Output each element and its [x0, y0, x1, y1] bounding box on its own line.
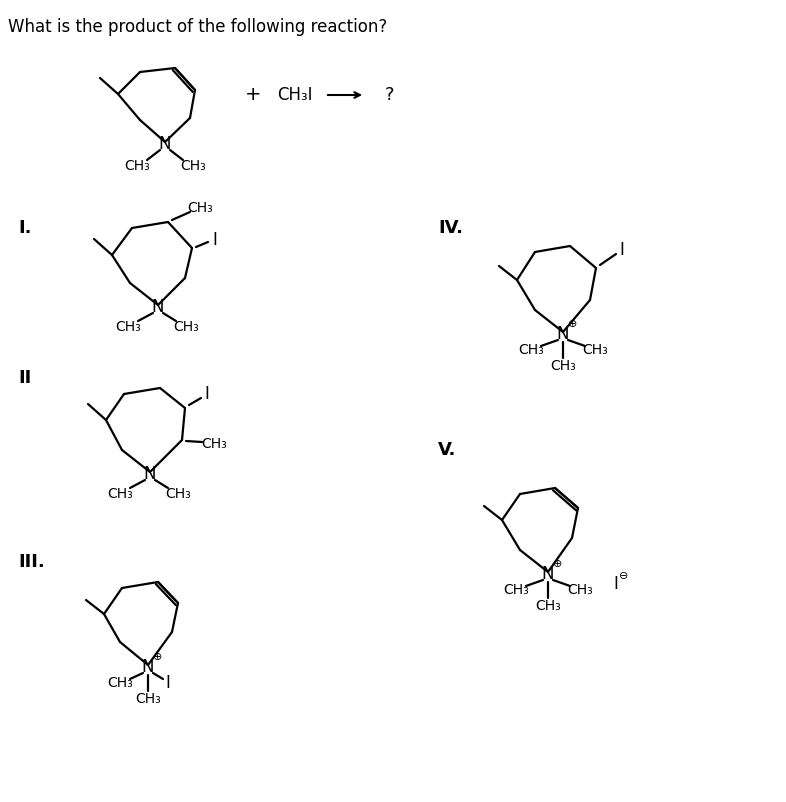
Text: CH₃: CH₃ [124, 159, 150, 173]
Text: I: I [619, 241, 624, 259]
Text: N: N [141, 658, 154, 676]
Text: II: II [18, 369, 31, 387]
Text: ⊕: ⊕ [568, 319, 578, 329]
Text: CH₃: CH₃ [107, 487, 133, 501]
Text: What is the product of the following reaction?: What is the product of the following rea… [8, 18, 387, 36]
Text: IV.: IV. [438, 219, 463, 237]
Text: CH₃: CH₃ [582, 343, 608, 357]
Text: ⊖: ⊖ [619, 571, 629, 581]
Text: CH₃: CH₃ [201, 437, 227, 451]
Text: CH₃I: CH₃I [277, 86, 313, 104]
Text: V.: V. [438, 441, 457, 459]
Text: N: N [542, 565, 554, 583]
Text: I: I [212, 231, 217, 249]
Text: N: N [152, 298, 164, 316]
Text: CH₃: CH₃ [165, 487, 191, 501]
Text: I: I [204, 385, 209, 403]
Text: N: N [144, 465, 156, 483]
Text: CH₃: CH₃ [550, 359, 576, 373]
Text: III.: III. [18, 553, 45, 571]
Text: N: N [556, 325, 569, 343]
Text: CH₃: CH₃ [135, 692, 161, 706]
Text: CH₃: CH₃ [173, 320, 199, 334]
Text: CH₃: CH₃ [567, 583, 593, 597]
Text: I: I [166, 674, 171, 692]
Text: CH₃: CH₃ [535, 599, 561, 613]
Text: I: I [614, 575, 619, 593]
Text: +: + [244, 86, 261, 104]
Text: CH₃: CH₃ [187, 201, 213, 215]
Text: CH₃: CH₃ [503, 583, 529, 597]
Text: CH₃: CH₃ [180, 159, 206, 173]
Text: ?: ? [385, 86, 395, 104]
Text: I.: I. [18, 219, 31, 237]
Text: ⊕: ⊕ [153, 652, 163, 662]
Text: CH₃: CH₃ [107, 676, 133, 690]
Text: CH₃: CH₃ [518, 343, 544, 357]
Text: N: N [159, 135, 171, 153]
Text: CH₃: CH₃ [115, 320, 141, 334]
Text: ⊕: ⊕ [553, 559, 563, 569]
